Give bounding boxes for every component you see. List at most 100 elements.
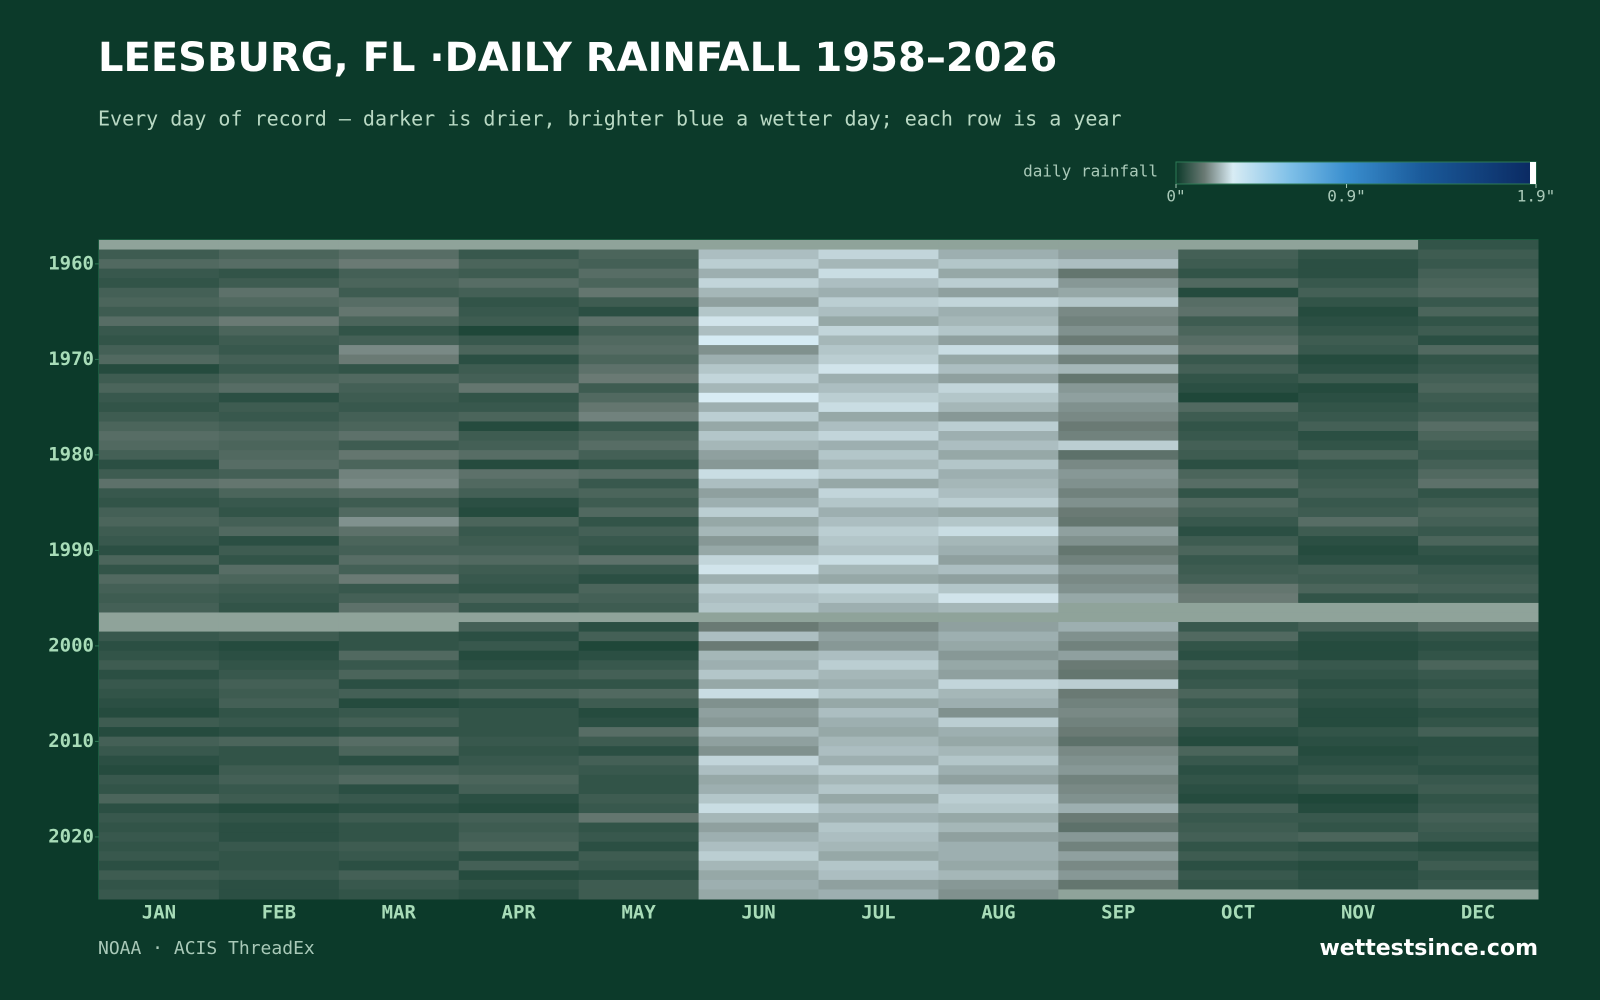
cell — [1418, 564, 1539, 575]
cell — [218, 364, 340, 375]
cell — [1298, 774, 1419, 785]
cell — [1418, 841, 1539, 852]
cell — [338, 469, 460, 480]
cell — [218, 373, 340, 384]
cell — [818, 536, 939, 547]
cell — [338, 736, 460, 747]
cell — [218, 316, 340, 327]
cell — [458, 507, 580, 518]
cell — [938, 793, 1059, 804]
cell — [218, 822, 340, 833]
cell — [1058, 841, 1179, 852]
cell — [458, 774, 580, 785]
cell — [99, 679, 220, 690]
cell — [458, 469, 580, 480]
cell — [1178, 297, 1299, 308]
cell — [1178, 669, 1299, 680]
cell — [818, 860, 939, 871]
cell — [698, 488, 819, 499]
cell — [218, 564, 340, 575]
cell — [1178, 268, 1299, 279]
colorbar — [1175, 161, 1537, 185]
chart-title: LEESBURG, FL ·DAILY RAINFALL 1958–2026 — [98, 35, 1057, 81]
cell — [1298, 421, 1419, 432]
missing-cell — [338, 612, 460, 623]
cell — [99, 259, 220, 270]
cell — [458, 345, 580, 356]
cell — [218, 593, 340, 604]
cell — [458, 497, 580, 508]
cell — [1418, 249, 1539, 260]
cell — [1418, 354, 1539, 365]
cell — [578, 755, 700, 766]
cell — [1058, 287, 1179, 298]
cell — [1178, 841, 1299, 852]
cell — [1298, 268, 1419, 279]
cell — [1298, 784, 1419, 795]
cell — [818, 450, 939, 461]
cell — [578, 631, 700, 642]
cell — [99, 746, 220, 757]
cell — [1058, 440, 1179, 451]
cell — [818, 383, 939, 394]
cell — [338, 602, 460, 613]
cell — [938, 679, 1059, 690]
cell — [1418, 660, 1539, 671]
cell — [938, 593, 1059, 604]
cell — [99, 879, 220, 890]
cell — [1058, 364, 1179, 375]
cell — [1418, 755, 1539, 766]
cell — [218, 278, 340, 289]
cell — [218, 469, 340, 480]
cell — [1418, 526, 1539, 537]
cell — [1058, 669, 1179, 680]
cell — [99, 765, 220, 776]
cell — [1178, 736, 1299, 747]
cell — [1058, 278, 1179, 289]
cell — [1418, 727, 1539, 738]
cell — [1178, 259, 1299, 270]
cell — [818, 526, 939, 537]
cell — [338, 287, 460, 298]
cell — [1298, 249, 1419, 260]
cell — [1418, 641, 1539, 652]
cell — [578, 688, 700, 699]
cell — [218, 259, 340, 270]
cell — [1418, 822, 1539, 833]
cell — [938, 583, 1059, 594]
cell — [938, 774, 1059, 785]
cell — [1418, 240, 1539, 251]
cell — [1058, 507, 1179, 518]
cell — [1058, 459, 1179, 470]
cell — [938, 622, 1059, 633]
cell — [1298, 545, 1419, 556]
missing-cell — [99, 612, 220, 623]
cell — [218, 727, 340, 738]
cell — [1178, 860, 1299, 871]
cell — [1418, 345, 1539, 356]
cell — [218, 660, 340, 671]
cell — [578, 278, 700, 289]
cell — [458, 602, 580, 613]
cell — [698, 249, 819, 260]
cell — [458, 727, 580, 738]
cell — [1178, 536, 1299, 547]
cell — [1418, 536, 1539, 547]
cell — [458, 851, 580, 862]
cell — [338, 536, 460, 547]
cell — [698, 870, 819, 881]
cell — [338, 526, 460, 537]
cell — [1298, 440, 1419, 451]
cell — [938, 507, 1059, 518]
cell — [1298, 574, 1419, 585]
cell — [99, 688, 220, 699]
cell — [698, 526, 819, 537]
cell — [1418, 259, 1539, 270]
cell — [698, 325, 819, 337]
cell — [218, 641, 340, 652]
cell — [458, 450, 580, 461]
cell — [1418, 851, 1539, 862]
missing-cell — [338, 622, 460, 633]
cell — [218, 335, 340, 346]
cell — [1298, 497, 1419, 508]
